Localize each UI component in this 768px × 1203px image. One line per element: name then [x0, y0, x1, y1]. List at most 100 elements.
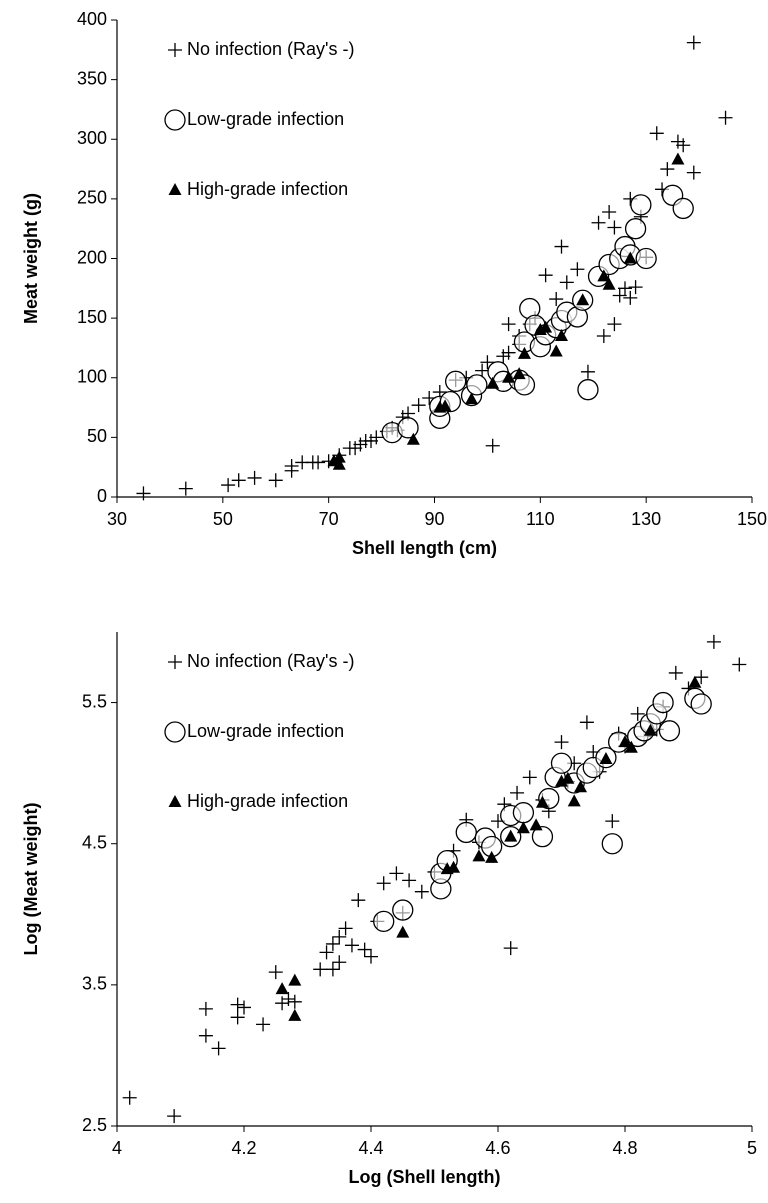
point: [597, 269, 611, 282]
y-tick-label: 100: [77, 367, 107, 387]
point: [510, 785, 525, 800]
point: [486, 376, 500, 389]
legend-label: High-grade infection: [187, 791, 348, 811]
point: [668, 665, 683, 680]
point: [550, 752, 573, 774]
point: [221, 478, 236, 493]
point: [671, 152, 685, 165]
x-axis-title: Log (Shell length): [349, 1167, 501, 1187]
point: [311, 455, 326, 470]
point: [357, 942, 372, 957]
x-tick-label: 4.8: [612, 1138, 637, 1158]
point: [281, 991, 296, 1006]
point: [466, 374, 488, 396]
point: [576, 293, 590, 306]
point: [539, 320, 553, 333]
y-tick-label: 4.5: [82, 832, 107, 852]
legend-marker: [168, 795, 182, 807]
point: [504, 829, 518, 842]
x-tick-label: 50: [213, 509, 233, 529]
x-tick-label: 90: [424, 509, 444, 529]
point: [198, 1028, 213, 1043]
point: [406, 432, 420, 445]
point: [313, 962, 328, 977]
y-tick-label: 400: [77, 9, 107, 29]
point: [332, 955, 347, 970]
point: [287, 994, 302, 1009]
point: [319, 945, 334, 960]
y-tick-label: 350: [77, 68, 107, 88]
point: [531, 826, 554, 848]
point: [332, 457, 346, 470]
point: [275, 982, 289, 995]
point: [480, 355, 495, 370]
point: [501, 345, 516, 360]
point: [338, 921, 353, 936]
point: [475, 363, 490, 378]
point: [607, 317, 622, 332]
point: [268, 473, 283, 488]
x-tick-label: 4.2: [231, 1138, 256, 1158]
point: [414, 884, 429, 899]
point: [686, 35, 701, 50]
point: [485, 850, 499, 863]
point: [574, 780, 588, 793]
point: [389, 866, 404, 881]
legend-label: No infection (Ray's -): [187, 651, 354, 671]
point: [438, 399, 452, 412]
point: [332, 450, 346, 463]
point: [630, 706, 645, 721]
point: [618, 281, 632, 296]
point: [601, 833, 623, 855]
point: [635, 247, 657, 270]
y-tick-label: 0: [97, 486, 107, 506]
y-tick-label: 150: [77, 307, 107, 327]
y-axis-title: Log (Meat weight): [21, 803, 41, 956]
y-tick-label: 200: [77, 247, 107, 267]
point: [652, 691, 674, 714]
point: [555, 329, 568, 342]
point: [529, 818, 543, 831]
point: [549, 292, 564, 307]
x-axis-title: Shell length (cm): [352, 538, 497, 558]
point: [230, 1010, 245, 1025]
y-tick-label: 300: [77, 128, 107, 148]
point: [660, 162, 675, 177]
point: [591, 215, 606, 230]
point: [672, 197, 694, 220]
point: [211, 1041, 226, 1056]
x-tick-label: 130: [631, 509, 661, 529]
point: [275, 996, 290, 1011]
point: [623, 251, 637, 264]
point: [554, 239, 569, 254]
point: [247, 470, 262, 485]
point: [607, 220, 622, 235]
point: [376, 876, 391, 891]
point: [364, 949, 378, 964]
point: [570, 262, 585, 277]
x-tick-label: 70: [319, 509, 339, 529]
point: [706, 634, 721, 649]
point: [579, 715, 594, 730]
point: [628, 280, 643, 295]
point: [392, 899, 414, 921]
point: [718, 110, 733, 125]
point: [512, 802, 535, 824]
point: [658, 720, 681, 742]
point: [284, 463, 299, 478]
point: [690, 693, 712, 715]
point: [516, 821, 530, 834]
point: [694, 670, 709, 685]
x-tick-label: 4.6: [485, 1138, 510, 1158]
point: [618, 735, 632, 748]
legend-label: High-grade infection: [187, 179, 348, 199]
point: [599, 752, 613, 765]
point: [447, 860, 461, 873]
legend-marker: [168, 43, 182, 57]
point: [624, 740, 638, 753]
point: [602, 204, 617, 219]
point: [512, 367, 526, 380]
legend-marker: [168, 655, 182, 669]
